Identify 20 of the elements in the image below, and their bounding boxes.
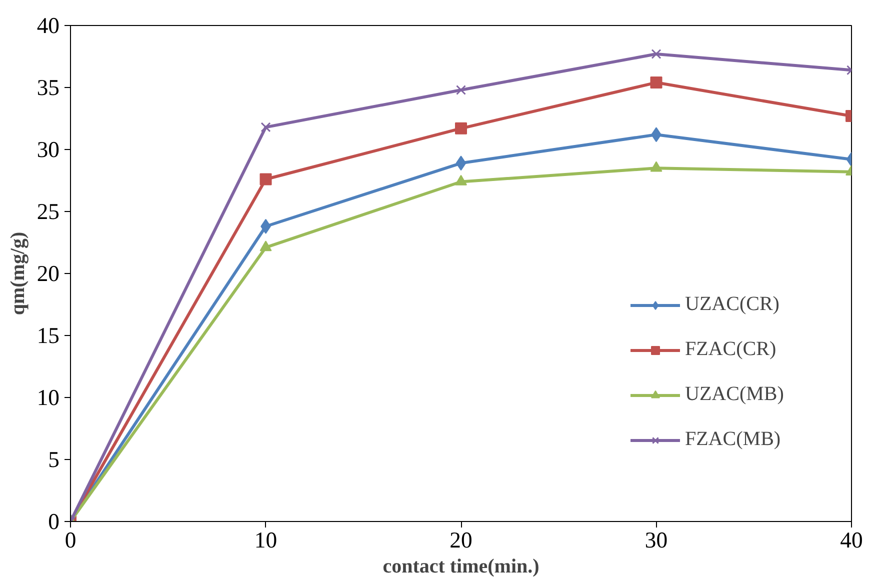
legend-label: FZAC(MB) <box>685 428 781 451</box>
y-tick-label: 0 <box>48 509 60 534</box>
y-axis-title: qm(mg/g) <box>6 232 29 316</box>
y-tick-label: 25 <box>36 199 60 224</box>
x-tick-label: 10 <box>254 528 278 552</box>
y-tick-label: 15 <box>36 323 60 348</box>
y-tick-label: 40 <box>36 13 60 38</box>
legend-label: UZAC(CR) <box>685 293 780 316</box>
y-tick-label: 30 <box>36 137 60 162</box>
x-tick-label: 30 <box>644 528 668 552</box>
x-tick-label: 0 <box>64 528 76 552</box>
y-tick-label: 5 <box>48 447 60 472</box>
legend-label: FZAC(CR) <box>685 338 776 361</box>
x-axis-title: contact time(min.) <box>382 556 540 578</box>
y-tick-label: 10 <box>36 385 60 410</box>
y-tick-label: 35 <box>36 75 60 100</box>
y-tick-label: 20 <box>36 261 60 286</box>
legend-label: UZAC(MB) <box>685 383 784 406</box>
x-tick-label: 20 <box>450 528 472 552</box>
x-tick-label: 40 <box>840 528 863 552</box>
